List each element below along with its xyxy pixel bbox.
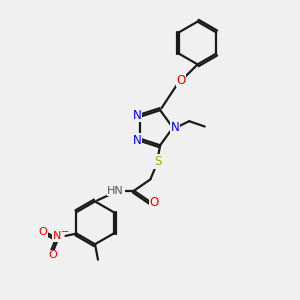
Text: O: O [48,250,57,260]
Text: N: N [52,232,61,242]
Text: O: O [150,196,159,208]
Text: HN: HN [107,186,124,196]
Text: N: N [171,121,180,134]
Text: O: O [177,74,186,87]
Text: O: O [38,227,47,237]
Text: N: N [133,109,142,122]
Text: N: N [133,134,142,146]
Text: S: S [154,155,161,168]
Text: −: − [61,227,69,237]
